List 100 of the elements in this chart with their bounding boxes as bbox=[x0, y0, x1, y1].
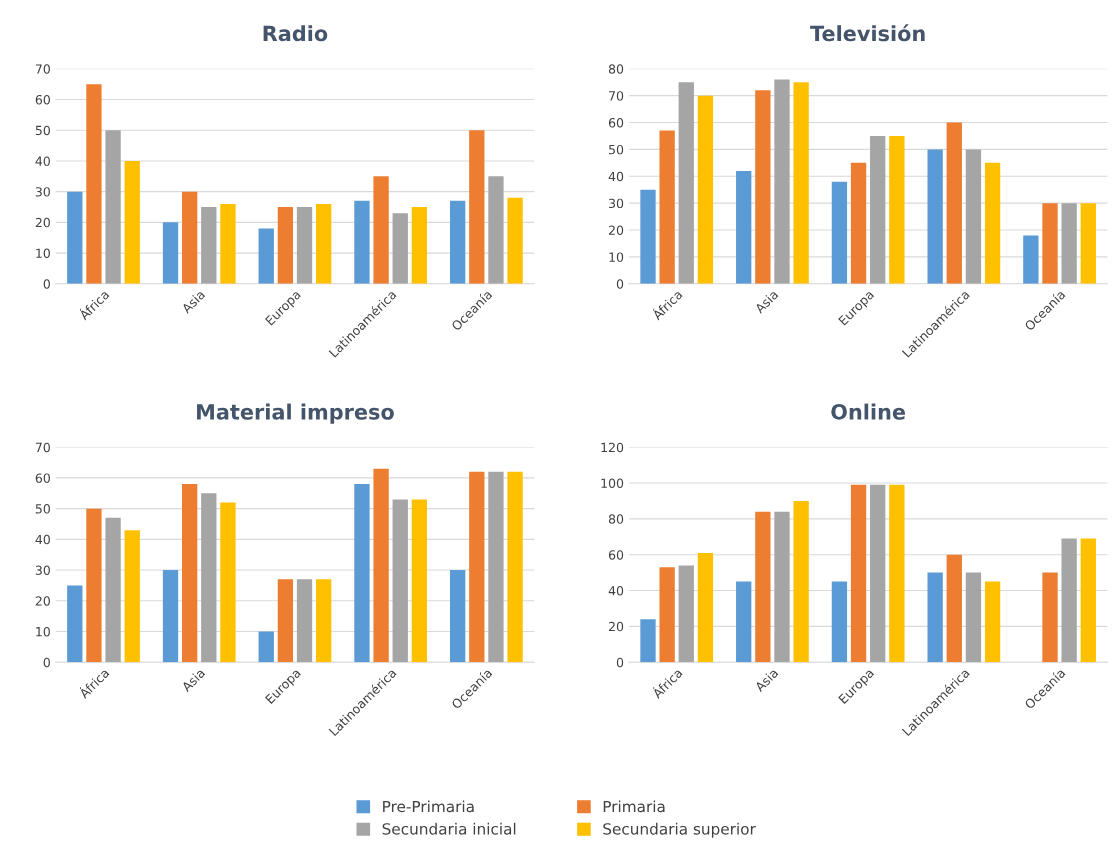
bar bbox=[889, 135, 905, 284]
bar bbox=[831, 181, 848, 284]
bar bbox=[469, 471, 485, 663]
bar bbox=[507, 197, 523, 284]
bar bbox=[488, 471, 504, 663]
bar bbox=[984, 581, 1001, 663]
y-tick-label: 40 bbox=[35, 534, 50, 545]
bar bbox=[258, 631, 274, 663]
bar bbox=[755, 511, 771, 663]
y-tick-label: 30 bbox=[609, 198, 624, 209]
bar bbox=[258, 228, 274, 284]
bar bbox=[124, 160, 140, 284]
bar bbox=[105, 130, 121, 284]
bar bbox=[67, 191, 83, 284]
bar bbox=[678, 82, 694, 284]
bar bbox=[124, 530, 140, 663]
y-tick-label: 40 bbox=[35, 156, 50, 166]
bar bbox=[640, 619, 656, 663]
bar bbox=[162, 222, 179, 284]
bar bbox=[927, 149, 943, 284]
bar bbox=[697, 552, 714, 663]
bar bbox=[870, 484, 886, 663]
y-tick-label: 0 bbox=[43, 279, 50, 289]
y-tick-label: 20 bbox=[608, 621, 624, 632]
bar bbox=[220, 502, 236, 663]
bar bbox=[469, 130, 485, 284]
bar bbox=[793, 82, 809, 284]
bar bbox=[965, 149, 982, 284]
bar bbox=[162, 570, 179, 663]
bar bbox=[392, 499, 408, 663]
bar bbox=[889, 484, 905, 663]
bar bbox=[774, 79, 790, 284]
bar bbox=[850, 484, 867, 663]
y-tick-label: 60 bbox=[35, 473, 50, 483]
y-tick-label: 50 bbox=[35, 504, 50, 514]
bar bbox=[850, 162, 867, 284]
y-tick-label: 80 bbox=[608, 514, 624, 524]
y-tick-label: 20 bbox=[35, 596, 50, 606]
bar bbox=[488, 176, 504, 284]
y-tick-label: 0 bbox=[616, 657, 624, 668]
y-tick-label: 100 bbox=[601, 478, 624, 488]
bar bbox=[793, 500, 809, 663]
bar bbox=[450, 570, 466, 663]
bar bbox=[1061, 538, 1077, 663]
y-tick-label: 0 bbox=[616, 279, 624, 289]
bar bbox=[354, 484, 370, 663]
chart-title: Online bbox=[831, 403, 906, 420]
bar bbox=[296, 207, 313, 284]
y-tick-label: 60 bbox=[608, 118, 624, 128]
bar bbox=[946, 554, 962, 663]
bar bbox=[86, 84, 102, 284]
bar bbox=[927, 572, 943, 663]
bar bbox=[965, 572, 982, 663]
legend-label: Secundaria superior bbox=[603, 822, 756, 838]
y-tick-label: 0 bbox=[43, 657, 50, 668]
bar bbox=[1080, 538, 1096, 663]
y-tick-label: 40 bbox=[608, 171, 624, 182]
bar bbox=[411, 499, 428, 663]
chart-title: Televisión bbox=[810, 24, 925, 42]
legend-label: Pre-Primaria bbox=[383, 800, 474, 813]
y-tick-label: 70 bbox=[35, 64, 50, 74]
chart-title: Material impreso bbox=[197, 403, 394, 424]
bar bbox=[640, 189, 656, 284]
bar bbox=[736, 581, 752, 663]
bar bbox=[659, 567, 675, 663]
y-tick-label: 20 bbox=[35, 217, 50, 228]
bar bbox=[201, 207, 217, 284]
bar bbox=[296, 579, 313, 663]
bar bbox=[1023, 235, 1039, 284]
y-tick-label: 70 bbox=[35, 442, 50, 453]
y-tick-label: 80 bbox=[608, 64, 624, 74]
y-tick-label: 50 bbox=[35, 125, 50, 136]
bar bbox=[277, 579, 294, 663]
bar bbox=[450, 200, 466, 284]
y-tick-label: 60 bbox=[35, 94, 50, 105]
y-tick-label: 20 bbox=[608, 225, 624, 235]
bar bbox=[67, 585, 83, 663]
bar bbox=[373, 176, 389, 284]
bar bbox=[507, 471, 523, 663]
y-tick-label: 10 bbox=[609, 252, 624, 262]
y-tick-label: 30 bbox=[35, 565, 50, 575]
bar bbox=[755, 90, 771, 284]
legend-label: Primaria bbox=[603, 800, 665, 813]
bar bbox=[182, 191, 198, 284]
bar bbox=[201, 493, 217, 663]
bar bbox=[86, 508, 102, 663]
bar bbox=[220, 203, 236, 284]
bar bbox=[774, 511, 790, 663]
bar bbox=[392, 213, 408, 284]
bar bbox=[277, 207, 294, 284]
bar bbox=[1080, 203, 1096, 284]
bar bbox=[831, 581, 848, 663]
y-tick-label: 10 bbox=[36, 626, 50, 637]
chart-title: Radio bbox=[263, 25, 328, 42]
bar bbox=[1061, 203, 1077, 284]
legend-label: Secundaria inicial bbox=[382, 822, 516, 835]
y-tick-label: 60 bbox=[608, 550, 624, 560]
bar bbox=[736, 170, 752, 284]
bar bbox=[105, 517, 121, 663]
y-tick-label: 70 bbox=[609, 91, 624, 101]
